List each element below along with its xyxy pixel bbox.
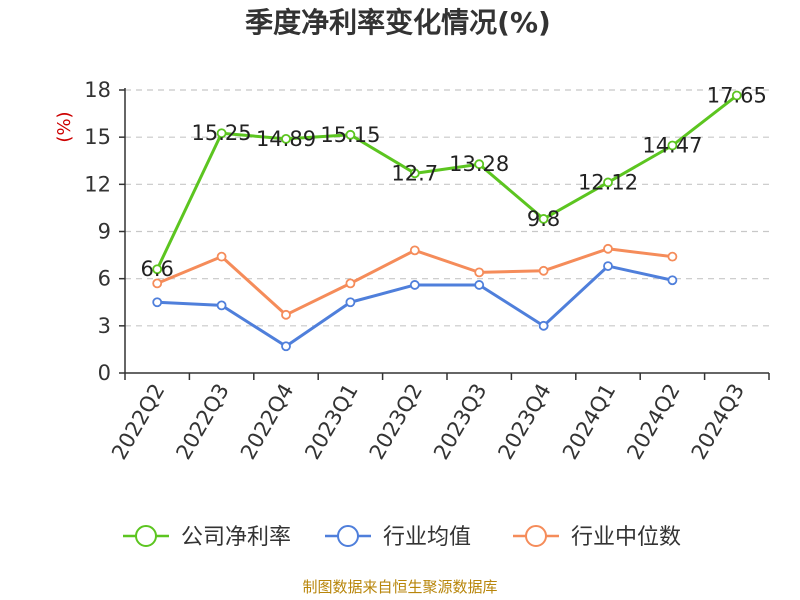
data-point [474, 267, 485, 278]
data-point [538, 214, 549, 224]
y-tick-label: 15 [84, 125, 111, 149]
data-point [474, 159, 485, 170]
x-tick-label: 2022Q4 [236, 380, 298, 464]
data-label: 14.47 [642, 133, 702, 157]
data-point [409, 245, 420, 256]
data-point [345, 129, 356, 140]
data-point [216, 128, 227, 139]
y-tick-label: 0 [98, 361, 111, 385]
legend-label: 行业均值 [383, 525, 471, 550]
data-point [667, 275, 678, 286]
x-tick-label: 2024Q2 [622, 380, 684, 464]
data-point [281, 133, 291, 144]
x-tick-label: 2023Q2 [365, 380, 427, 464]
data-point [667, 140, 678, 151]
data-labels: 6.6 15.25 14.89 15.15 12.7 13.28 9.8 12.1214.47… [140, 84, 766, 282]
data-point [667, 251, 678, 262]
data-point [538, 320, 549, 331]
data-point [281, 341, 291, 352]
grid [125, 89, 769, 327]
data-label: 6.6 [140, 257, 173, 281]
data-label: 12.7 [391, 161, 438, 185]
data-label: 14.89 [256, 127, 316, 151]
x-tick-label: 2022Q2 [107, 380, 169, 464]
data-point [216, 300, 227, 311]
data-label: 15.25 [192, 121, 252, 145]
y-tick-label: 3 [98, 314, 111, 338]
data-point [345, 297, 356, 308]
data-point [281, 309, 291, 320]
data-point [345, 278, 356, 289]
y-tick-label: 12 [84, 172, 111, 196]
x-tick-label: 2023Q1 [300, 380, 362, 464]
data-label: 9.8 [527, 207, 560, 231]
x-tick-label: 2023Q3 [429, 380, 491, 464]
legend-swatch-marker [525, 525, 547, 547]
data-point [409, 168, 420, 179]
legend-swatch-marker [337, 525, 359, 547]
data-point [603, 261, 613, 271]
data-point [603, 243, 613, 254]
data-label: 15.15 [320, 123, 380, 147]
data-point [152, 297, 163, 308]
data-point [216, 251, 227, 262]
data-label: 13.28 [449, 152, 509, 176]
x-tick-label: 2022Q3 [171, 380, 233, 464]
data-point [603, 177, 613, 188]
source-note: 制图数据来自恒生聚源数据库 [302, 578, 497, 596]
series-line-0 [155, 94, 738, 270]
x-tick-label: 2024Q3 [687, 380, 749, 464]
legend-swatch-marker [135, 525, 157, 547]
y-tick-label: 18 [84, 78, 111, 102]
y-tick-label: 9 [98, 220, 111, 244]
data-point [409, 280, 420, 290]
legend: 公司净利率 行业均值 行业中位数 [123, 525, 681, 550]
y-axis-label: (%) [54, 111, 75, 142]
legend-label: 行业中位数 [571, 525, 681, 550]
data-label: 17.65 [707, 84, 767, 108]
data-label: 12.12 [578, 170, 638, 194]
y-tick-label: 6 [98, 267, 111, 291]
chart-title: 季度净利率变化情况(%) [245, 6, 551, 39]
legend-label: 公司净利率 [181, 525, 291, 550]
series-layer [152, 90, 742, 352]
data-point [731, 90, 742, 101]
data-point [152, 264, 163, 275]
data-point [152, 278, 163, 289]
data-point [538, 265, 549, 276]
data-point [474, 280, 485, 290]
x-tick-label: 2024Q1 [558, 380, 620, 464]
x-tick-label: 2023Q4 [493, 380, 555, 464]
